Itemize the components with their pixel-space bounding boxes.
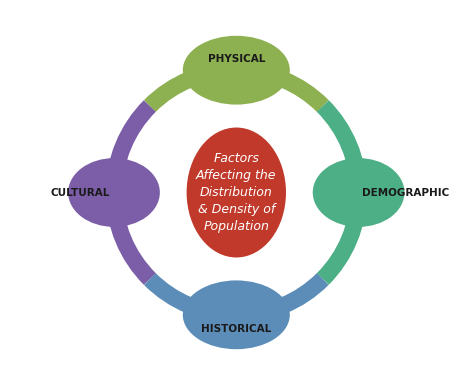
Text: DEMOGRAPHIC: DEMOGRAPHIC <box>363 187 450 198</box>
Ellipse shape <box>183 280 290 349</box>
Text: PHYSICAL: PHYSICAL <box>208 54 265 64</box>
Text: HISTORICAL: HISTORICAL <box>201 325 272 334</box>
Ellipse shape <box>187 127 286 258</box>
Ellipse shape <box>183 36 290 105</box>
Text: Factors
Affecting the
Distribution
& Density of
Population: Factors Affecting the Distribution & Den… <box>196 152 276 233</box>
Text: CULTURAL: CULTURAL <box>51 187 110 198</box>
Ellipse shape <box>313 158 404 227</box>
Ellipse shape <box>68 158 160 227</box>
